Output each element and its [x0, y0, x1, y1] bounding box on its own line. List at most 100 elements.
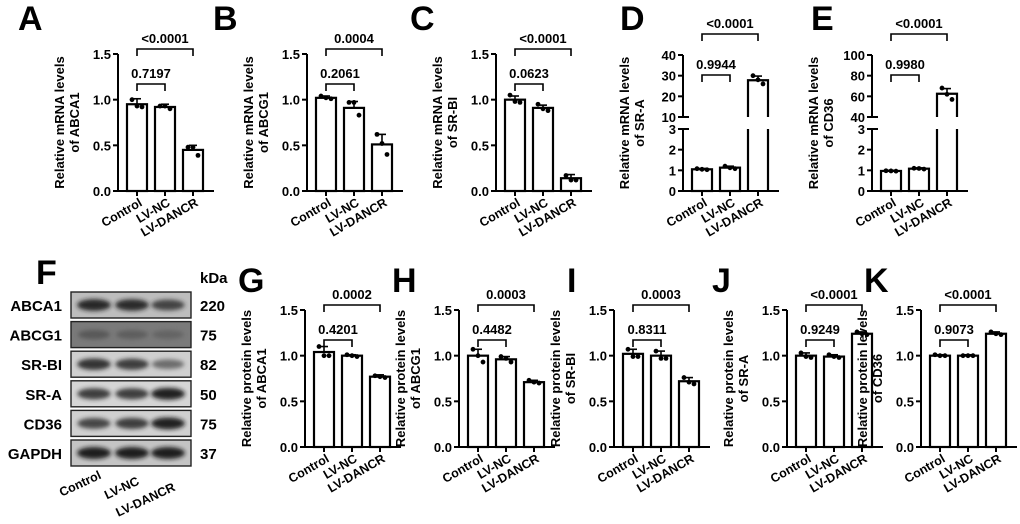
bar-0	[314, 96, 338, 193]
bar-1	[822, 355, 846, 449]
data-point	[384, 152, 390, 157]
data-point	[965, 353, 971, 359]
data-point	[911, 165, 917, 171]
y-tick-label: 0.5	[280, 394, 298, 409]
blot-band	[77, 388, 111, 400]
y-tick-label: 1.5	[896, 303, 914, 318]
y-tick-label: 1.5	[282, 47, 300, 62]
y-axis-title: Relative mRNA levels	[52, 56, 67, 188]
chart-panel-c: C 0.0 0.5 1.0 1.5 Relative mRNA levels of SR-B…	[410, 0, 592, 239]
significance-bracket	[323, 304, 381, 312]
blot-band	[77, 329, 111, 340]
p-value-label: 0.0003	[486, 287, 526, 302]
y-tick-label: 80	[851, 69, 865, 84]
y-tick-label: 1	[858, 163, 865, 178]
y-axis-title: Relative mRNA levels	[430, 56, 445, 188]
p-value-label: 0.4482	[472, 322, 512, 337]
data-point	[625, 346, 631, 352]
data-point	[937, 353, 943, 359]
y-axis-title: Relative protein levels	[239, 310, 254, 447]
data-point	[653, 348, 659, 354]
data-point	[916, 166, 922, 171]
significance-bracket	[939, 304, 997, 312]
blot-band	[115, 388, 149, 400]
data-point	[354, 354, 360, 359]
data-point	[704, 167, 710, 173]
significance-bracket	[939, 339, 969, 347]
data-point	[888, 168, 894, 174]
data-point	[531, 379, 537, 385]
y-axis-title: of CD36	[821, 98, 836, 147]
y-tick-label: 0.0	[93, 184, 111, 199]
chart-panel-d: D 0 1 2 310 20 30 40 Relative mRNA levels of SR-A…	[617, 0, 779, 239]
y-tick-label: 0	[669, 184, 676, 199]
y-tick-label: 0.0	[471, 184, 489, 199]
p-value-label: <0.0001	[895, 16, 942, 31]
bar-1	[956, 354, 980, 449]
y-tick-label: 0.5	[93, 138, 111, 153]
y-tick-label: 100	[843, 48, 865, 63]
significance-bracket	[514, 83, 544, 91]
significance-bracket	[701, 33, 759, 41]
panel-letter: I	[567, 262, 576, 300]
bar-2	[370, 143, 394, 193]
y-tick-label: 1.0	[589, 349, 607, 364]
bar-0	[621, 352, 645, 449]
significance-bracket	[325, 83, 355, 91]
data-point	[993, 331, 999, 337]
y-axis-title: of SR-A	[736, 354, 751, 402]
data-point	[798, 350, 804, 356]
y-tick-label: 1.0	[471, 93, 489, 108]
panel-letter: K	[864, 262, 889, 300]
data-point	[836, 355, 842, 360]
data-point	[750, 73, 756, 79]
data-point	[658, 356, 664, 361]
protein-label: CD36	[24, 416, 62, 433]
panel-letter: A	[18, 0, 43, 38]
blot-band	[116, 330, 148, 340]
significance-bracket	[136, 83, 166, 91]
y-tick-label: 1.5	[434, 303, 452, 318]
data-point	[512, 99, 518, 104]
y-axis-title: of SR-A	[632, 99, 647, 147]
blot-row-cd36: CD36 75	[24, 409, 217, 438]
y-axis-title: of SR-BI	[445, 97, 460, 148]
data-point	[545, 108, 551, 114]
data-point	[157, 103, 163, 109]
data-point	[508, 359, 514, 365]
y-tick-label: 0.5	[762, 394, 780, 409]
data-point	[326, 353, 332, 359]
data-point	[760, 81, 766, 87]
data-point	[372, 373, 378, 379]
data-point	[328, 96, 334, 102]
p-value-label: <0.0001	[141, 31, 188, 46]
y-tick-label: 0.5	[471, 138, 489, 153]
data-point	[883, 168, 889, 174]
y-axis-title: Relative protein levels	[721, 310, 736, 447]
data-point	[356, 112, 362, 118]
y-tick-label: 40	[662, 48, 676, 63]
blot-band	[77, 299, 111, 311]
p-value-label: 0.9980	[885, 57, 925, 72]
data-point	[321, 353, 327, 359]
p-value-label: 0.0002	[332, 287, 372, 302]
data-point	[475, 353, 481, 359]
bar-2	[368, 375, 392, 449]
chart-panel-b: B 0.0 0.5 1.0 1.5 Relative mRNA levels of ABCG…	[213, 0, 403, 239]
blot-band	[151, 359, 185, 370]
data-point	[167, 106, 173, 112]
y-axis-title: of CD36	[870, 354, 885, 403]
y-tick-label: 60	[851, 89, 865, 104]
data-point	[346, 100, 352, 105]
p-value-label: 0.4201	[318, 322, 358, 337]
data-point	[573, 177, 579, 183]
bar-1	[907, 167, 931, 193]
data-point	[134, 103, 140, 109]
y-tick-label: 0.5	[282, 138, 300, 153]
bar-0	[312, 350, 336, 449]
data-point	[351, 100, 357, 105]
significance-bracket	[701, 74, 731, 82]
y-tick-label: 0.0	[896, 440, 914, 455]
